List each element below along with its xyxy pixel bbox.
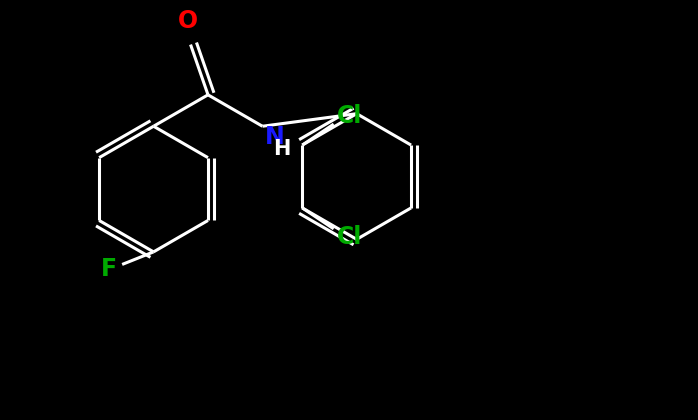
Text: Cl: Cl (337, 104, 362, 128)
Text: H: H (274, 139, 290, 159)
Text: F: F (101, 257, 117, 281)
Text: Cl: Cl (337, 225, 362, 249)
Text: N: N (265, 125, 284, 149)
Text: O: O (178, 9, 198, 33)
